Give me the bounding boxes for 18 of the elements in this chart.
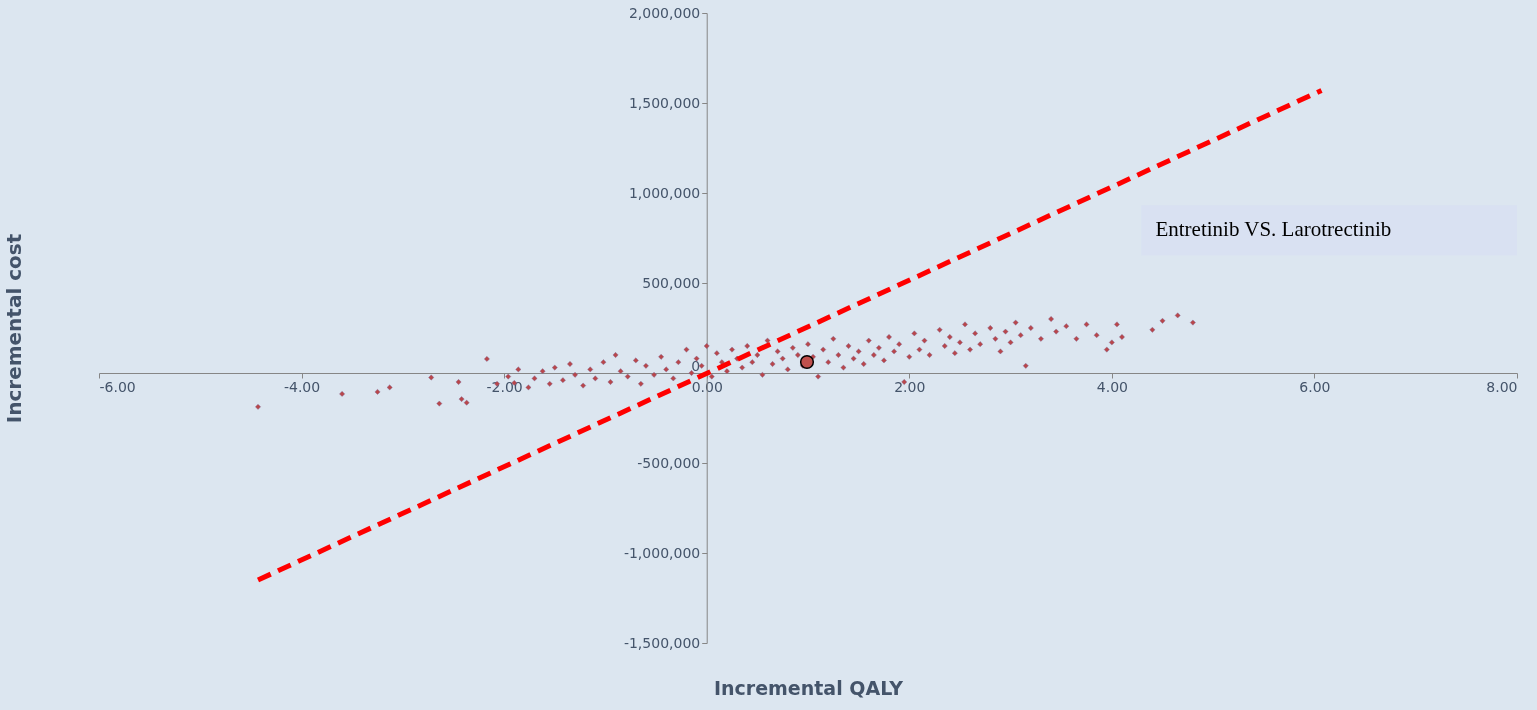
y-tick-label: -1,500,000 (623, 634, 701, 651)
x-tick-label: 4.00 (1096, 378, 1128, 395)
x-tick-label: 0.00 (691, 378, 723, 395)
y-tick-label: -1,000,000 (623, 544, 701, 561)
x-tick-label: -4.00 (283, 378, 321, 395)
y-tick-label: 1,500,000 (628, 94, 701, 111)
y-tick-label: 0 (691, 357, 701, 374)
x-tick-label: 6.00 (1299, 378, 1331, 395)
x-tick-label: 2.00 (894, 378, 926, 395)
y-tick-label: 1,000,000 (628, 184, 701, 201)
annotation: Entretinib VS. Larotrectinib (1155, 217, 1392, 242)
y-tick-label: -500,000 (637, 454, 701, 471)
y-tick-label: 500,000 (642, 274, 701, 291)
x-tick-label: 8.00 (1486, 378, 1518, 395)
x-axis-title: Incremental QALY (713, 676, 904, 699)
x-tick-label: -6.00 (99, 378, 136, 395)
y-tick-label: 2,000,000 (628, 4, 701, 21)
y-axis-title: Incremental cost (1, 233, 26, 424)
